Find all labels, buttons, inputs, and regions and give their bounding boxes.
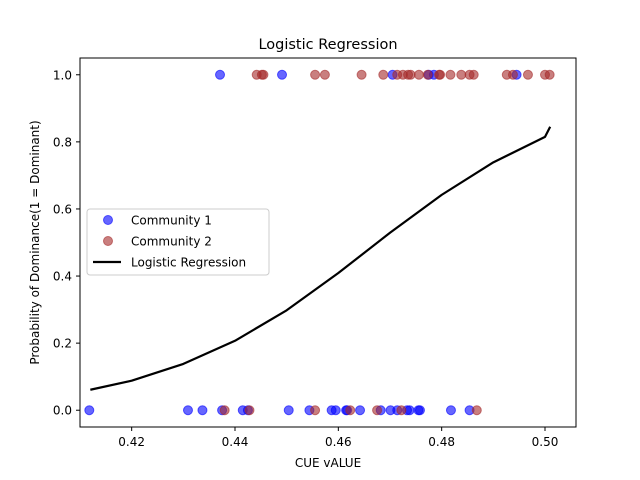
point-series-2-10 <box>405 69 416 80</box>
point-series-2-18 <box>468 69 479 80</box>
logistic-regression-curve <box>90 126 552 391</box>
point-series-1-12 <box>283 405 294 416</box>
point-series-2-30 <box>471 405 482 416</box>
x-tick-label: 0.48 <box>428 435 455 449</box>
x-tick-label: 0.50 <box>532 435 559 449</box>
point-series-2-29 <box>396 405 407 416</box>
y-tick-label: 1.0 <box>53 68 72 82</box>
point-series-2-2 <box>258 69 269 80</box>
point-series-2-21 <box>522 69 533 80</box>
point-series-2-23 <box>544 69 555 80</box>
legend-label-community-2: Community 2 <box>131 235 212 249</box>
point-series-1-6 <box>84 405 95 416</box>
point-series-2-14 <box>435 69 446 80</box>
point-series-2-27 <box>345 405 356 416</box>
chart-title: Logistic Regression <box>258 37 397 53</box>
point-series-1-0 <box>215 69 226 80</box>
point-series-1-25 <box>414 405 425 416</box>
plot-area <box>84 69 555 416</box>
x-axis: 0.42 0.44 0.46 0.48 0.50 <box>118 427 558 449</box>
point-series-2-12 <box>422 69 433 80</box>
legend-label-logistic-regression: Logistic Regression <box>131 256 246 270</box>
legend-marker-community-1 <box>103 215 113 225</box>
y-axis: 0.0 0.2 0.4 0.6 0.8 1.0 <box>53 68 80 418</box>
point-series-1-15 <box>330 405 341 416</box>
x-axis-label: CUE vALUE <box>295 456 361 470</box>
point-series-2-11 <box>413 69 424 80</box>
point-series-2-20 <box>507 69 518 80</box>
x-tick-label: 0.44 <box>222 435 249 449</box>
y-tick-label: 0.2 <box>53 337 72 351</box>
point-series-1-8 <box>197 405 208 416</box>
legend-box <box>86 208 270 276</box>
point-series-2-28 <box>372 405 383 416</box>
point-series-2-4 <box>319 69 330 80</box>
y-tick-label: 0.8 <box>53 135 72 149</box>
axes-frame <box>79 57 577 428</box>
point-series-2-16 <box>456 69 467 80</box>
point-series-1-1 <box>277 69 288 80</box>
point-series-1-18 <box>355 405 366 416</box>
x-tick-label: 0.42 <box>118 435 145 449</box>
x-tick-label: 0.46 <box>325 435 352 449</box>
point-series-2-5 <box>356 69 367 80</box>
legend: Community 1 Community 2 Logistic Regress… <box>86 208 270 276</box>
legend-marker-community-2 <box>103 236 113 246</box>
point-series-1-23 <box>404 405 415 416</box>
point-series-2-26 <box>310 405 321 416</box>
point-series-2-6 <box>378 69 389 80</box>
y-tick-label: 0.4 <box>53 270 72 284</box>
point-series-1-7 <box>182 405 193 416</box>
y-tick-label: 0.6 <box>53 202 72 216</box>
point-series-2-25 <box>244 405 255 416</box>
y-axis-label: Probability of Dominance(1 = Dominant) <box>28 120 42 364</box>
point-series-2-15 <box>445 69 456 80</box>
point-series-2-24 <box>219 405 230 416</box>
point-series-2-3 <box>310 69 321 80</box>
legend-label-community-1: Community 1 <box>131 214 212 228</box>
point-series-1-26 <box>445 405 456 416</box>
y-tick-label: 0.0 <box>53 404 72 418</box>
